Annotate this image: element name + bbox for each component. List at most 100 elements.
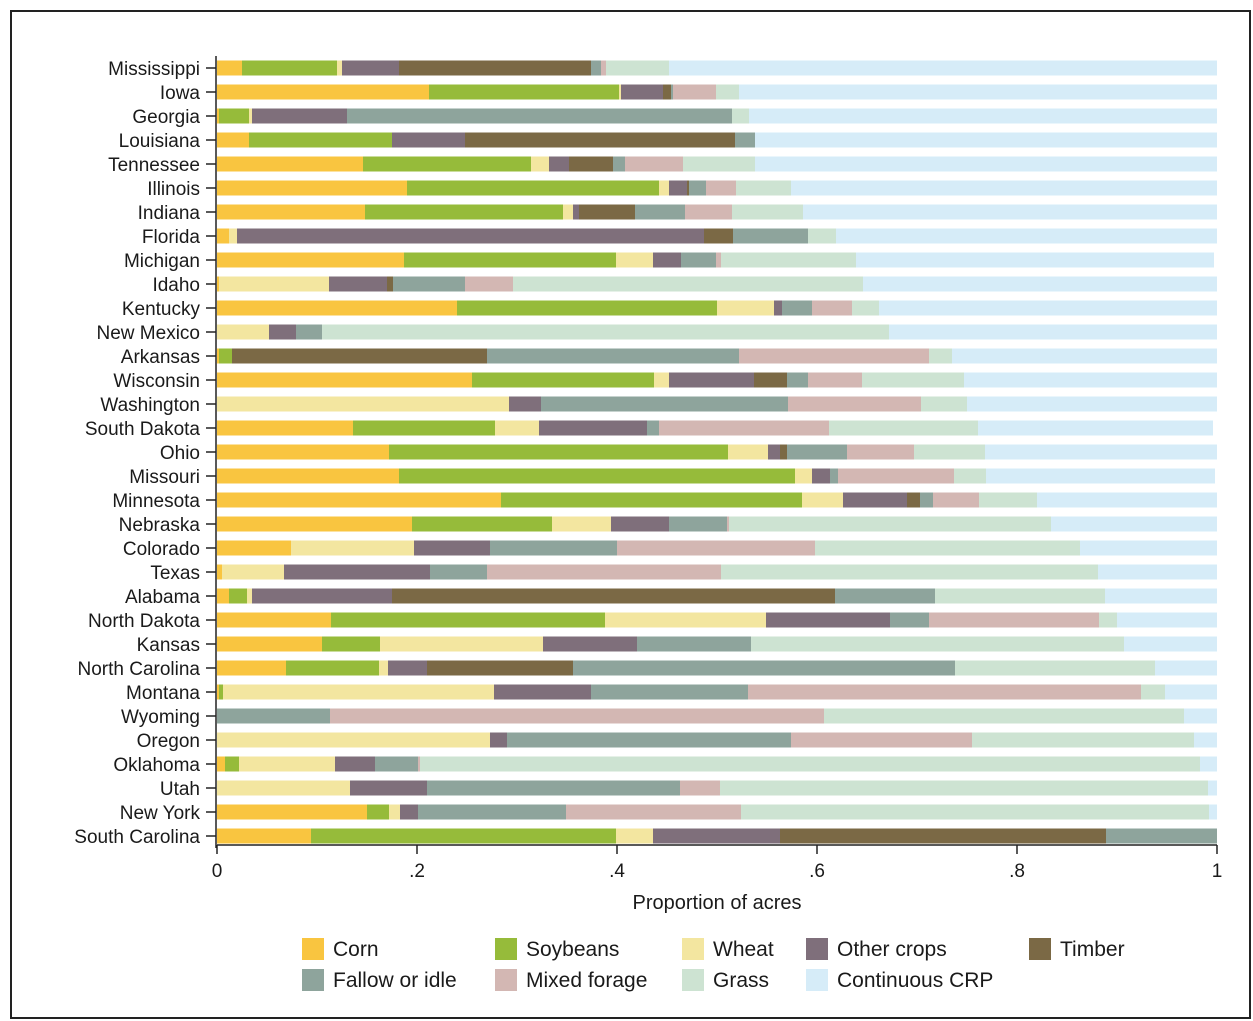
bar-illinois-fallow-or-idle	[689, 180, 706, 196]
bar-new-mexico-fallow-or-idle	[296, 324, 322, 340]
bar-georgia-corn	[217, 108, 219, 124]
bar-florida-other-crops	[237, 228, 704, 244]
bar-south-dakota-fallow-or-idle	[647, 420, 659, 436]
bar-indiana-fallow-or-idle	[635, 204, 685, 220]
bar-oklahoma-wheat	[239, 756, 335, 772]
bar-iowa-soybeans	[429, 84, 619, 100]
legend-label-continuous-crp: Continuous CRP	[837, 969, 993, 992]
bar-mississippi-fallow-or-idle	[591, 60, 601, 76]
bar-indiana-corn	[217, 204, 365, 220]
bar-colorado-grass	[815, 540, 1080, 556]
bar-louisiana-corn	[217, 132, 249, 148]
y-tick-label: Idaho	[152, 275, 200, 296]
bar-north-dakota-other-crops	[766, 612, 890, 628]
bar-south-dakota-mixed-forage	[659, 420, 829, 436]
bar-texas-corn	[217, 564, 222, 580]
bar-north-carolina-fallow-or-idle	[573, 660, 955, 676]
bar-kentucky-wheat	[717, 300, 774, 316]
bar-washington-mixed-forage	[788, 396, 921, 412]
bar-north-carolina-soybeans	[286, 660, 379, 676]
y-tick-label: Florida	[142, 227, 201, 248]
bar-washington-grass	[921, 396, 967, 412]
bar-illinois-other-crops	[669, 180, 687, 196]
bar-wisconsin-soybeans	[472, 372, 654, 388]
bar-tennessee-other-crops	[549, 156, 569, 172]
bar-utah-grass	[720, 780, 1208, 796]
bar-missouri-soybeans	[399, 468, 795, 484]
axes-layer: 0 .2 .4 .6 .8 1	[206, 56, 1222, 882]
bar-florida-grass	[808, 228, 836, 244]
bar-missouri-corn	[217, 468, 399, 484]
legend-label-other-crops: Other crops	[837, 938, 947, 961]
bar-colorado-mixed-forage	[617, 540, 815, 556]
bar-indiana-timber	[579, 204, 635, 220]
y-tick-label: Minnesota	[112, 491, 200, 512]
bar-wyoming-grass	[824, 708, 1184, 724]
bar-north-carolina-wheat	[379, 660, 388, 676]
y-tick-label: Nebraska	[119, 515, 201, 536]
bar-nebraska-mixed-forage	[727, 516, 729, 532]
y-tick-label: Kentucky	[122, 299, 201, 320]
y-tick-label: Arkansas	[121, 347, 200, 368]
legend-swatch-continuous-crp	[806, 969, 828, 991]
bar-south-carolina-wheat	[616, 828, 653, 844]
bar-new-mexico-wheat	[217, 324, 269, 340]
bar-mississippi-timber	[399, 60, 591, 76]
legend-swatch-soybeans	[495, 938, 517, 960]
bar-nebraska-fallow-or-idle	[669, 516, 727, 532]
bar-mississippi-continuous-crp	[669, 60, 1217, 76]
bar-kansas-other-crops	[543, 636, 637, 652]
bar-ohio-grass	[914, 444, 985, 460]
bar-kentucky-other-crops	[774, 300, 782, 316]
y-tick-label: Illinois	[147, 179, 200, 200]
bar-illinois-corn	[217, 180, 407, 196]
bar-colorado-continuous-crp	[1080, 540, 1217, 556]
bar-north-carolina-continuous-crp	[1155, 660, 1217, 676]
bar-wisconsin-timber	[754, 372, 787, 388]
bar-michigan-fallow-or-idle	[681, 252, 716, 268]
bar-illinois-mixed-forage	[706, 180, 736, 196]
bar-south-carolina-soybeans	[311, 828, 616, 844]
bar-missouri-wheat	[795, 468, 812, 484]
bar-arkansas-mixed-forage	[739, 348, 929, 364]
y-tick-label: South Dakota	[85, 419, 201, 440]
bar-iowa-grass	[716, 84, 739, 100]
bar-new-york-other-crops	[400, 804, 418, 820]
bar-new-mexico-continuous-crp	[889, 324, 1217, 340]
y-tick-label: Wyoming	[121, 707, 200, 728]
bar-oklahoma-mixed-forage	[418, 756, 420, 772]
bar-wisconsin-other-crops	[669, 372, 754, 388]
y-tick-label: Alabama	[125, 587, 200, 608]
bar-kentucky-continuous-crp	[879, 300, 1217, 316]
bar-kentucky-mixed-forage	[812, 300, 852, 316]
bar-indiana-continuous-crp	[803, 204, 1217, 220]
bar-louisiana-other-crops	[392, 132, 465, 148]
bar-idaho-mixed-forage	[465, 276, 513, 292]
bar-oregon-other-crops	[490, 732, 507, 748]
bar-alabama-fallow-or-idle	[835, 588, 935, 604]
bar-utah-mixed-forage	[680, 780, 720, 796]
bar-minnesota-grass	[979, 492, 1037, 508]
bar-nebraska-other-crops	[611, 516, 669, 532]
bar-oklahoma-other-crops	[335, 756, 375, 772]
bar-washington-wheat	[217, 396, 509, 412]
bar-kansas-grass	[751, 636, 1124, 652]
bar-new-mexico-other-crops	[269, 324, 296, 340]
y-tick-label: Utah	[160, 779, 200, 800]
bar-north-dakota-corn	[217, 612, 331, 628]
bar-washington-fallow-or-idle	[541, 396, 788, 412]
bar-alabama-corn	[217, 588, 229, 604]
bar-oklahoma-fallow-or-idle	[375, 756, 418, 772]
y-tick-label: Missouri	[129, 467, 200, 488]
bar-michigan-soybeans	[404, 252, 616, 268]
bar-texas-grass	[721, 564, 1098, 580]
bar-florida-continuous-crp	[836, 228, 1217, 244]
bar-minnesota-soybeans	[501, 492, 802, 508]
bar-north-dakota-grass	[1099, 612, 1117, 628]
bar-montana-wheat	[223, 684, 494, 700]
bar-tennessee-grass	[683, 156, 755, 172]
bar-iowa-continuous-crp	[739, 84, 1217, 100]
bar-wisconsin-continuous-crp	[964, 372, 1217, 388]
bar-florida-fallow-or-idle	[733, 228, 808, 244]
